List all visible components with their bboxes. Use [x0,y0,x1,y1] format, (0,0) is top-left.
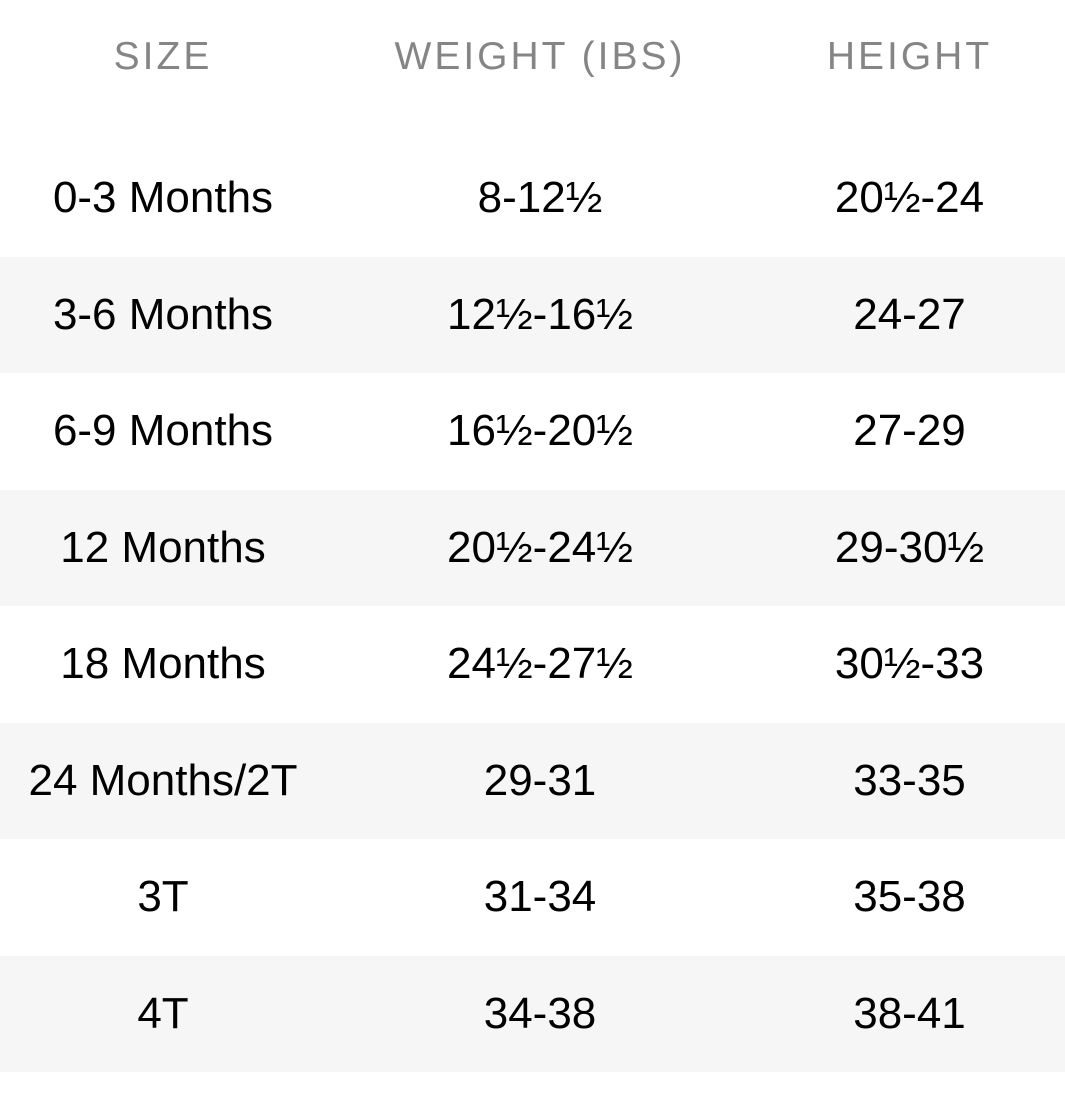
cell-weight: 24½-27½ [447,639,633,689]
cell-height: 38-41 [853,988,966,1038]
cell-weight: 20½-24½ [447,522,633,572]
header-weight: WEIGHT (IBS) [394,35,686,78]
cell-height: 24-27 [853,289,966,339]
cell-weight: 31-34 [483,872,597,922]
table-row: 0-3 Months 8-12½ 20½-24 [0,140,1065,257]
table-row: 18 Months 24½-27½ 30½-33 [0,606,1065,723]
cell-height: 27-29 [853,406,966,456]
table-row: 6-9 Months 16½-20½ 27-29 [0,373,1065,490]
cell-size: 4T [137,988,189,1038]
table-row: 4T 34-38 38-41 [0,955,1065,1072]
cell-size: 6-9 Months [52,406,274,456]
table-row: 24 Months/2T 29-31 33-35 [0,722,1065,839]
table-row: 12 Months 20½-24½ 29-30½ [0,489,1065,606]
cell-size: 24 Months/2T [28,755,298,805]
cell-weight: 12½-16½ [447,289,633,339]
cell-size: 18 Months [60,639,266,689]
cell-size: 0-3 Months [52,173,274,223]
cell-weight: 8-12½ [477,173,603,223]
cell-weight: 34-38 [483,988,597,1038]
cell-height: 30½-33 [834,639,985,689]
size-chart-table: SIZE WEIGHT (IBS) HEIGHT 0-3 Months 8-12½… [0,0,1065,1072]
cell-weight: 29-31 [483,755,597,805]
cell-height: 33-35 [853,755,966,805]
cell-size: 12 Months [60,522,266,572]
cell-height: 29-30½ [834,522,985,572]
cell-height: 35-38 [853,872,966,922]
table-header: SIZE WEIGHT (IBS) HEIGHT [0,0,1065,140]
cell-size: 3-6 Months [52,289,274,339]
cell-weight: 16½-20½ [447,406,633,456]
cell-size: 3T [137,872,189,922]
header-size: SIZE [113,35,213,78]
table-row: 3T 31-34 35-38 [0,839,1065,956]
header-height: HEIGHT [826,35,993,78]
cell-height: 20½-24 [834,173,985,223]
table-row: 3-6 Months 12½-16½ 24-27 [0,256,1065,373]
